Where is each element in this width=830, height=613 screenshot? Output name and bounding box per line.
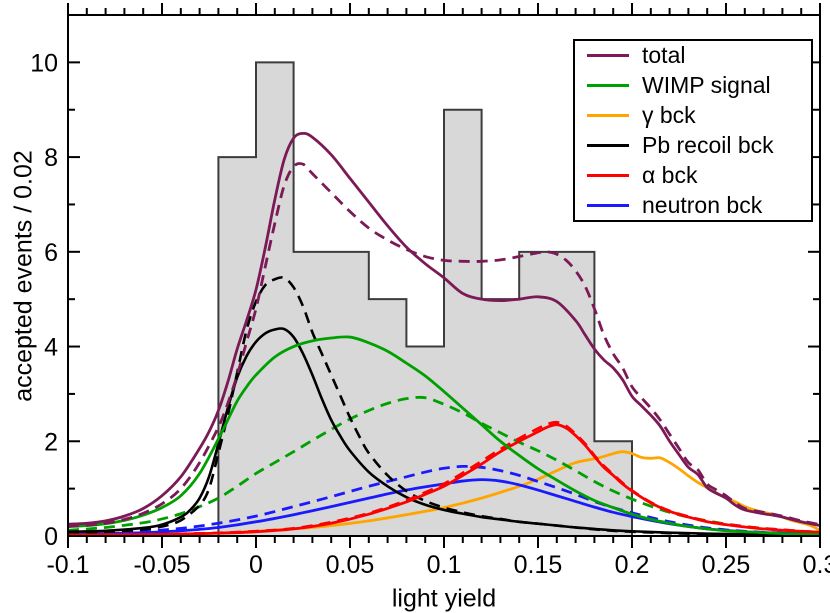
y-tick-label: 2 xyxy=(44,428,58,456)
y-axis-label: accepted events / 0.02 xyxy=(9,150,38,402)
legend-line-swatch-gamma xyxy=(587,114,629,118)
x-tick-label: 0.2 xyxy=(615,551,650,579)
x-tick-label: 0.15 xyxy=(514,551,563,579)
legend-item-gamma: γ bck xyxy=(575,102,811,130)
legend-label-alpha: α bck xyxy=(642,161,698,188)
x-tick-label: 0 xyxy=(249,551,263,579)
x-tick-label: 0.3 xyxy=(803,551,830,579)
legend-line-swatch-pb xyxy=(587,143,629,147)
legend-label-total: total xyxy=(642,42,686,69)
y-tick-label: 8 xyxy=(44,144,58,172)
x-tick-label: 0.25 xyxy=(702,551,751,579)
x-tick-label: 0.1 xyxy=(427,551,462,579)
legend-item-alpha: α bck xyxy=(575,161,811,189)
legend-label-wimp: WIMP signal xyxy=(642,72,771,99)
legend-item-wimp: WIMP signal xyxy=(575,72,811,100)
legend-line-swatch-wimp xyxy=(587,84,629,88)
legend-item-total: total xyxy=(575,42,811,70)
legend-line-swatch-total xyxy=(587,54,629,58)
x-tick-label: 0.05 xyxy=(326,551,375,579)
curve-pb-recoil-bck-dashed xyxy=(67,276,821,537)
legend-label-neutron: neutron bck xyxy=(642,191,763,218)
legend-item-neutron: neutron bck xyxy=(575,191,811,219)
x-tick-label: -0.1 xyxy=(46,551,89,579)
curve-total-dashed xyxy=(67,162,821,528)
y-tick-label: 10 xyxy=(30,49,58,77)
curve-alpha-bck-dashed xyxy=(67,420,821,537)
legend-line-swatch-neutron xyxy=(587,203,629,207)
legend-line-swatch-alpha xyxy=(587,173,629,177)
curve-wimp-signal-solid xyxy=(67,335,821,536)
legend-box: total WIMP signal γ bck Pb recoil bck α bck n… xyxy=(573,39,813,222)
histogram xyxy=(217,61,633,536)
x-axis-label: light yield xyxy=(391,584,497,613)
legend-label-gamma: γ bck xyxy=(642,102,696,129)
y-tick-label: 0 xyxy=(44,523,58,551)
legend-item-pb: Pb recoil bck xyxy=(575,131,811,159)
x-tick-label: -0.05 xyxy=(134,551,191,579)
y-tick-label: 6 xyxy=(44,239,58,267)
y-tick-label: 4 xyxy=(44,334,58,362)
curve-total-solid xyxy=(67,131,821,527)
legend-label-pb: Pb recoil bck xyxy=(642,131,774,158)
